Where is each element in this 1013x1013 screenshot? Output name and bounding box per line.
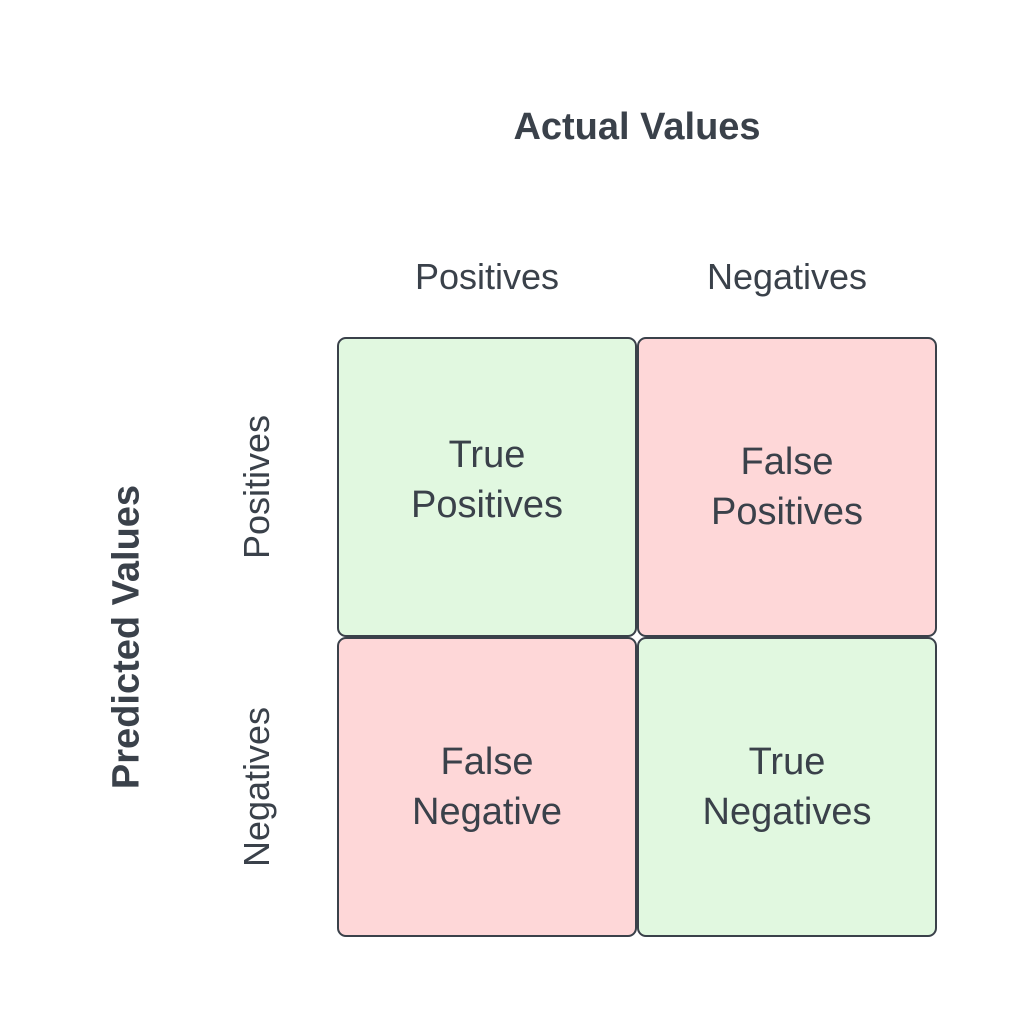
row-header-negatives: Negatives xyxy=(236,706,277,868)
false-negative-cell: False Negative xyxy=(337,637,637,937)
cell-label-line1: True xyxy=(448,434,526,476)
cell-label-line1: False xyxy=(740,441,834,483)
column-header-positives: Positives xyxy=(414,256,560,297)
cell-label-line1: False xyxy=(440,741,534,783)
cell-label-line1: True xyxy=(748,741,826,783)
true-negatives-cell: True Negatives xyxy=(637,637,937,937)
predicted-values-title: Predicted Values xyxy=(105,484,148,790)
false-positives-cell: False Positives xyxy=(637,337,937,637)
cell-label-line2: Positives xyxy=(410,484,564,526)
cell-label-line2: Positives xyxy=(710,491,864,533)
cell-label-line2: Negatives xyxy=(702,791,872,833)
column-header-negatives: Negatives xyxy=(706,256,868,297)
actual-values-title: Actual Values xyxy=(513,106,761,148)
row-header-positives: Positives xyxy=(236,414,277,560)
true-positives-cell: True Positives xyxy=(337,337,637,637)
cell-label-line2: Negative xyxy=(412,791,562,833)
